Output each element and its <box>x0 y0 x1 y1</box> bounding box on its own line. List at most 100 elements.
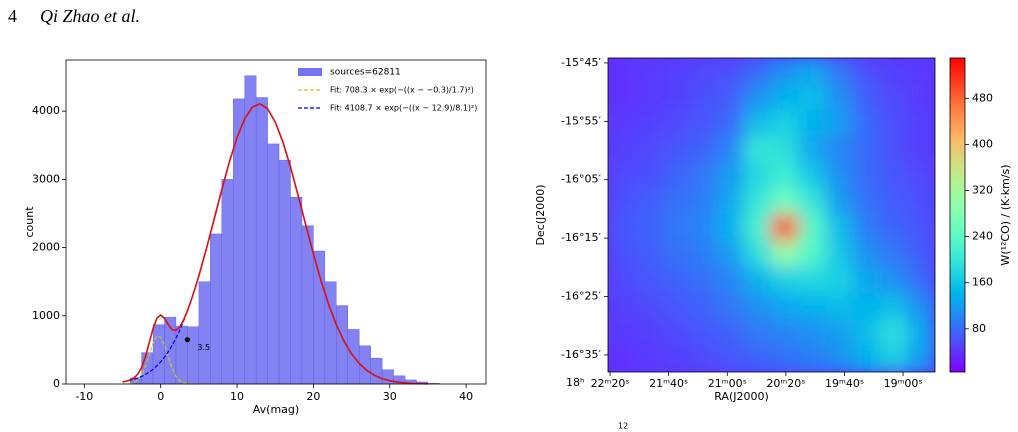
y-tick-label: 3000 <box>32 172 60 185</box>
heatmap-cell <box>743 162 772 190</box>
heatmap-cell <box>716 58 745 85</box>
heatmap-cell <box>852 162 881 190</box>
x-tick-label: 10 <box>230 390 244 403</box>
heatmap-cell <box>689 240 718 268</box>
heatmap-cell <box>880 319 909 347</box>
bar <box>278 160 291 385</box>
bar <box>187 326 200 385</box>
heatmap-cell <box>662 162 691 190</box>
heatmap-cell <box>716 266 745 294</box>
heatmap-cell <box>634 214 663 242</box>
heatmap-cell <box>771 83 800 111</box>
heatmap-cell <box>608 58 636 85</box>
bar <box>313 250 326 385</box>
colorbar-tick-label: 480 <box>972 91 993 104</box>
heatmap-cell <box>743 293 772 321</box>
heatmap-cell <box>852 293 881 321</box>
heatmap-cell <box>907 240 935 268</box>
heatmap-cell <box>798 319 827 347</box>
heatmap-cell <box>662 188 691 216</box>
heatmap-cell <box>771 293 800 321</box>
heatmap-cell <box>825 319 854 347</box>
plot-frame <box>607 57 936 373</box>
heatmap-cell <box>608 266 636 294</box>
heatmap-cell <box>662 83 691 111</box>
heatmap-cell <box>825 214 854 242</box>
bar <box>210 233 222 385</box>
heatmap-cell <box>825 188 854 216</box>
fit-curve <box>122 335 199 385</box>
heatmap-cell <box>608 214 636 242</box>
y-tick-label: 1000 <box>32 309 60 322</box>
heatmap-cell <box>689 214 718 242</box>
heatmap-cell <box>907 58 935 85</box>
bar <box>221 179 234 385</box>
heatmap-cell <box>852 109 881 137</box>
bar <box>255 97 268 385</box>
heatmap-image <box>608 58 935 372</box>
heatmap-cell <box>852 188 881 216</box>
heatmap-cell <box>634 345 663 372</box>
heatmap-cell <box>716 109 745 137</box>
heatmap-cell <box>771 136 800 164</box>
heatmap-cell <box>662 266 691 294</box>
heatmap-cell <box>634 58 663 85</box>
y-tick-label: -16°05′ <box>561 173 601 186</box>
heatmap-cell <box>907 109 935 137</box>
heatmap-cell <box>743 109 772 137</box>
heatmap-cell <box>716 345 745 372</box>
heatmap-cell <box>880 136 909 164</box>
y-tick-label: -16°35′ <box>561 348 601 361</box>
heatmap-cell <box>743 345 772 372</box>
heatmap-cell <box>662 58 691 85</box>
heatmap-cell <box>608 240 636 268</box>
heatmap-cell <box>852 345 881 372</box>
heatmap-cell <box>798 240 827 268</box>
colorbar-tick-label: 160 <box>972 276 993 289</box>
heatmap-cell <box>634 162 663 190</box>
heatmap-cell <box>662 214 691 242</box>
bar <box>244 75 257 385</box>
x-tick-label: 20ᵐ20ˢ <box>766 377 805 390</box>
heatmap-cell <box>825 58 854 85</box>
bar <box>370 357 383 385</box>
x-tick-label: 30 <box>383 390 397 403</box>
heatmap-cell <box>743 266 772 294</box>
colorbar-label: W(¹²CO) / (K·km/s) <box>999 164 1012 265</box>
heatmap-cell <box>852 83 881 111</box>
heatmap-cell <box>825 240 854 268</box>
heatmap-cell <box>907 345 935 372</box>
heatmap-cell <box>608 162 636 190</box>
plot-frame <box>65 59 487 385</box>
heatmap-cell <box>852 319 881 347</box>
legend-label: Fit: 708.3 × exp(−((x − −0.3)/1.7)²) <box>330 86 474 95</box>
heatmap-cell <box>798 214 827 242</box>
heatmap-cell <box>880 345 909 372</box>
heatmap-cell <box>634 136 663 164</box>
heatmap-cell <box>716 293 745 321</box>
heatmap-cell <box>608 83 636 111</box>
heatmap-cell <box>662 345 691 372</box>
y-tick-label: -15°55′ <box>561 114 601 127</box>
heatmap-cell <box>743 214 772 242</box>
x-tick-label: 40 <box>459 390 473 403</box>
legend-swatch <box>298 68 322 76</box>
heatmap-cell <box>716 240 745 268</box>
heatmap-cell <box>907 188 935 216</box>
x-tick-label: 0 <box>157 390 164 403</box>
heatmap-cell <box>907 214 935 242</box>
heatmap-cell <box>608 109 636 137</box>
annotation-point <box>184 337 191 343</box>
heatmap-cell <box>634 266 663 294</box>
heatmap-cell <box>743 83 772 111</box>
heatmap-cell <box>771 58 800 85</box>
colorbar-tick-label: 240 <box>972 230 993 243</box>
heatmap-cell <box>880 58 909 85</box>
heatmap-cell <box>716 136 745 164</box>
heatmap-cell <box>825 109 854 137</box>
heatmap-cell <box>689 83 718 111</box>
heatmap-cell <box>825 83 854 111</box>
y-axis-label: Dec(J2000) <box>534 184 547 245</box>
heatmap-cell <box>825 293 854 321</box>
